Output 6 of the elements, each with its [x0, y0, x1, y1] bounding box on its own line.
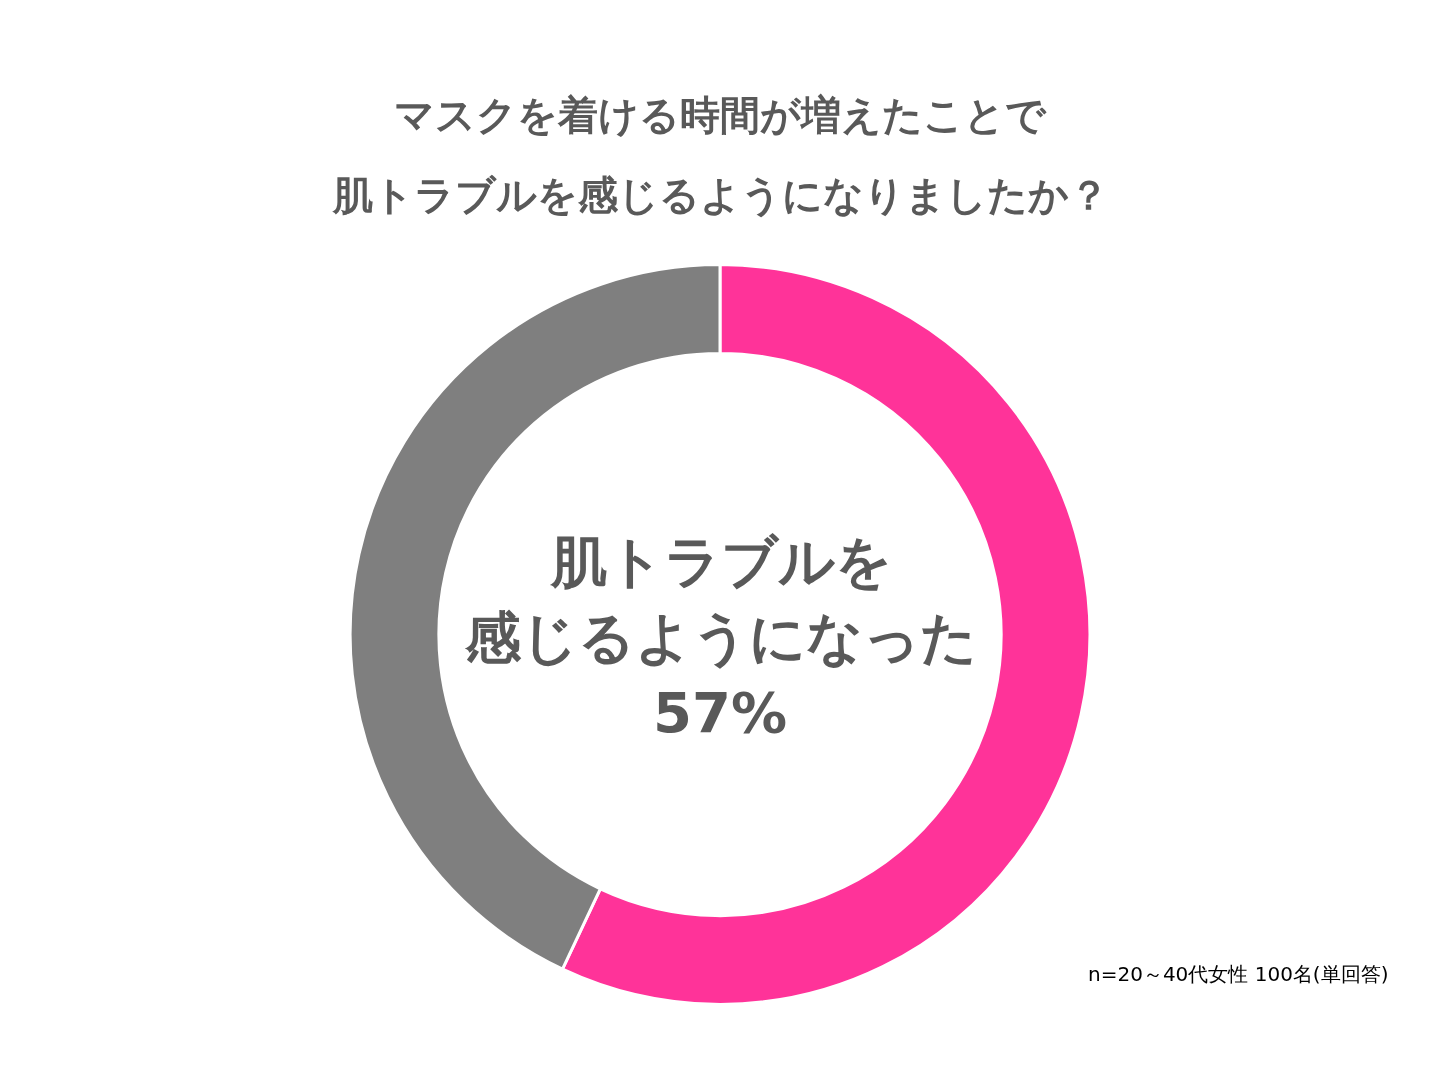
text: n=20～40代女性 100名(単回答)	[1088, 962, 1389, 986]
chart-subtitle: 肌トラブルを感じるようになりましたか？	[332, 172, 1109, 218]
text: 感じるようになった	[464, 605, 977, 670]
chart-title: マスクを着ける時間が増えたことで	[394, 92, 1047, 138]
text: 57%	[653, 680, 788, 745]
text: 肌トラブルを	[549, 529, 892, 594]
